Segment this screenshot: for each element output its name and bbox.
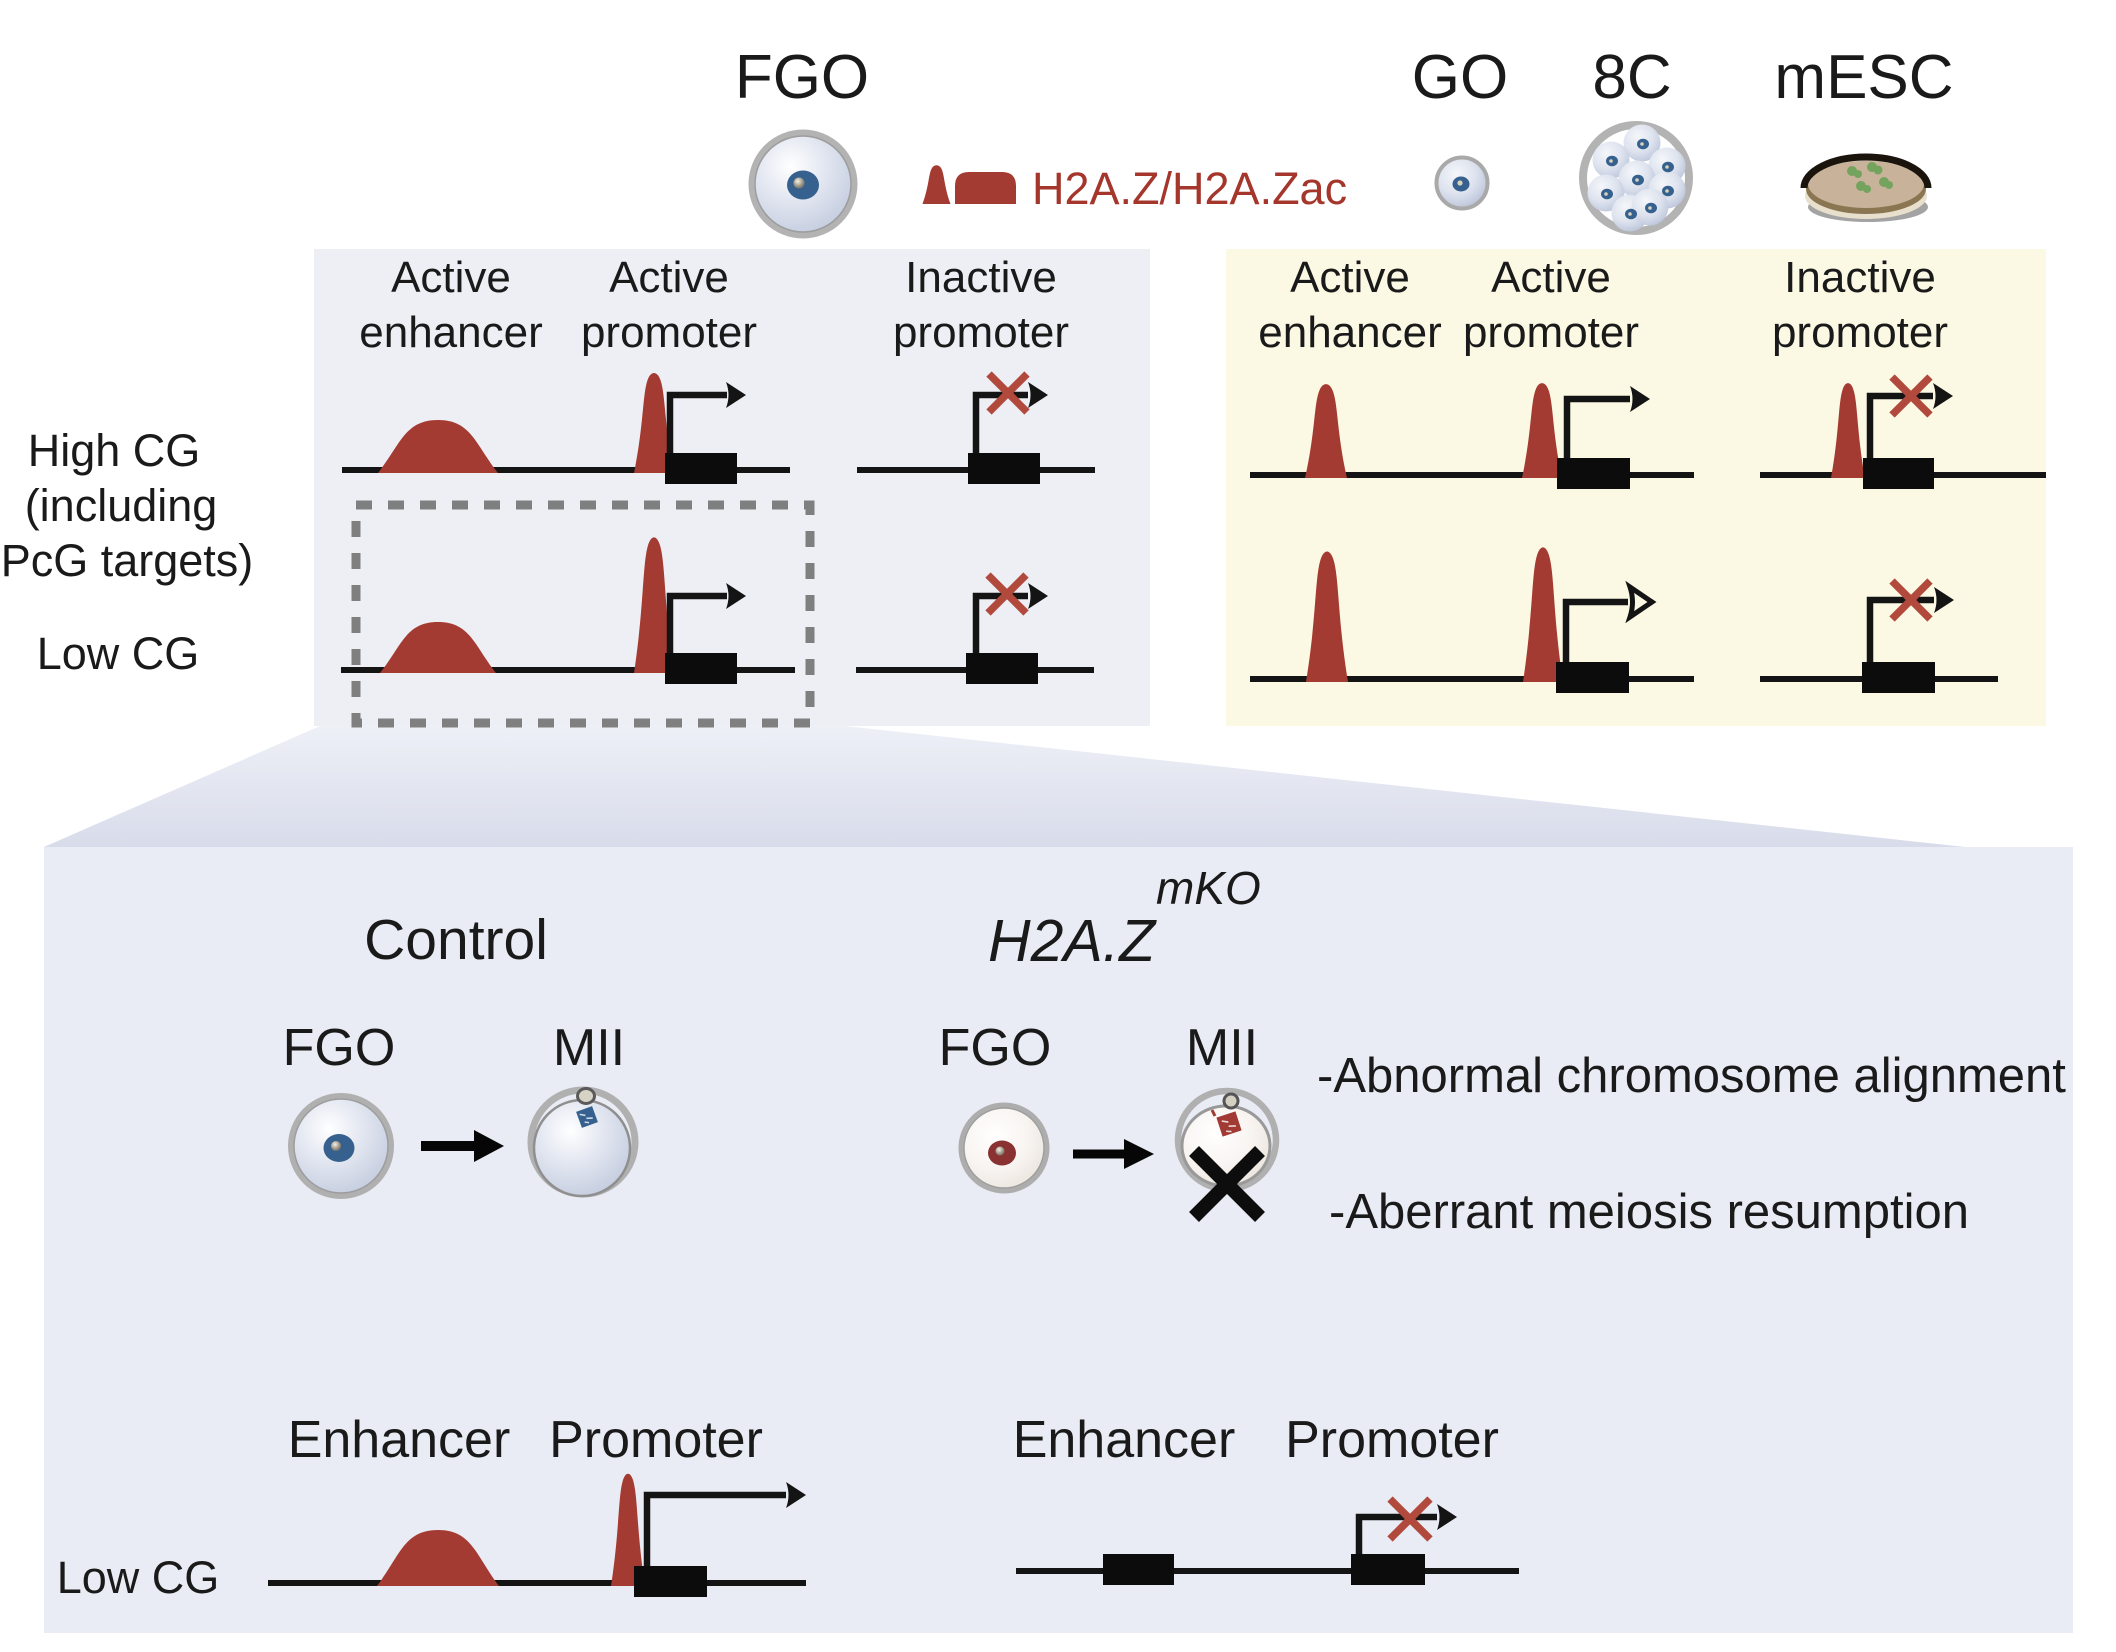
svg-text:Inactive: Inactive bbox=[1784, 253, 1936, 302]
svg-text:MII: MII bbox=[553, 1019, 625, 1077]
svg-text:Promoter: Promoter bbox=[549, 1411, 763, 1469]
svg-text:promoter: promoter bbox=[1463, 308, 1639, 357]
svg-text:promoter: promoter bbox=[1772, 308, 1948, 357]
svg-text:High CG: High CG bbox=[28, 425, 201, 476]
svg-text:Low CG: Low CG bbox=[57, 1552, 220, 1603]
svg-text:(including: (including bbox=[25, 480, 218, 531]
svg-text:MII: MII bbox=[1186, 1019, 1258, 1077]
svg-text:FGO: FGO bbox=[735, 43, 869, 112]
svg-text:-Aberrant meiosis resumption: -Aberrant meiosis resumption bbox=[1329, 1185, 1969, 1239]
svg-text:Active: Active bbox=[391, 253, 511, 302]
svg-text:Low CG: Low CG bbox=[37, 628, 200, 679]
svg-text:FGO: FGO bbox=[939, 1019, 1052, 1077]
svg-text:-Abnormal chromosome alignment: -Abnormal chromosome alignment bbox=[1317, 1049, 2066, 1103]
svg-text:Enhancer: Enhancer bbox=[1013, 1411, 1236, 1469]
svg-text:promoter: promoter bbox=[893, 308, 1069, 357]
svg-text:FGO: FGO bbox=[283, 1019, 396, 1077]
svg-text:Active: Active bbox=[609, 253, 729, 302]
svg-text:H2A.Z/H2A.Zac: H2A.Z/H2A.Zac bbox=[1032, 163, 1347, 214]
svg-text:mESC: mESC bbox=[1774, 43, 1953, 112]
svg-text:enhancer: enhancer bbox=[359, 308, 542, 357]
svg-text:8C: 8C bbox=[1592, 43, 1671, 112]
svg-text:PcG targets): PcG targets) bbox=[1, 535, 254, 586]
svg-text:mKO: mKO bbox=[1156, 862, 1261, 914]
svg-text:enhancer: enhancer bbox=[1258, 308, 1441, 357]
svg-text:Active: Active bbox=[1290, 253, 1410, 302]
svg-text:Promoter: Promoter bbox=[1285, 1411, 1499, 1469]
svg-text:Inactive: Inactive bbox=[905, 253, 1057, 302]
svg-text:Active: Active bbox=[1491, 253, 1611, 302]
svg-text:GO: GO bbox=[1412, 43, 1508, 112]
svg-text:Enhancer: Enhancer bbox=[288, 1411, 511, 1469]
svg-text:H2A.Z: H2A.Z bbox=[988, 908, 1157, 974]
svg-text:promoter: promoter bbox=[581, 308, 757, 357]
svg-text:Control: Control bbox=[364, 908, 548, 972]
